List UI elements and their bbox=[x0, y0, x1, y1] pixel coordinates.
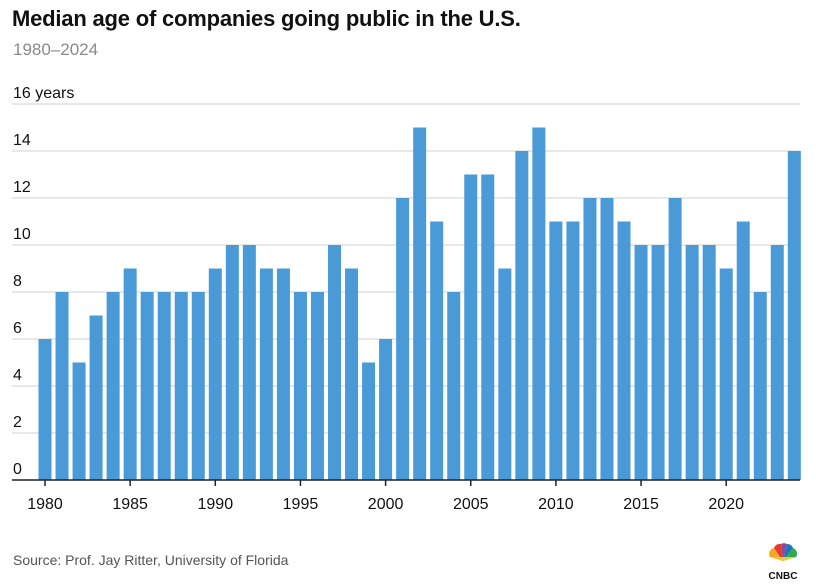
bar-1992 bbox=[242, 245, 256, 480]
bar-1982 bbox=[72, 362, 86, 480]
bar-2018 bbox=[685, 245, 699, 480]
y-tick-label: 16 years bbox=[13, 85, 74, 102]
bar-2023 bbox=[770, 245, 784, 480]
bar-1990 bbox=[208, 268, 222, 480]
y-axis-ticks: 16 years 0 2 4 6 8 10 12 14 bbox=[13, 85, 74, 478]
bar-2000 bbox=[379, 339, 393, 480]
y-tick-label: 10 bbox=[13, 226, 31, 243]
x-tick-label: 1985 bbox=[112, 496, 148, 513]
bar-1989 bbox=[191, 292, 205, 480]
y-tick-label: 0 bbox=[13, 461, 22, 478]
bar-2015 bbox=[634, 245, 648, 480]
bar-1983 bbox=[89, 315, 103, 480]
bar-1984 bbox=[106, 292, 120, 480]
chart-subtitle: 1980–2024 bbox=[13, 40, 99, 59]
x-tick-label: 1980 bbox=[27, 496, 63, 513]
bar-1987 bbox=[157, 292, 171, 480]
source-note: Source: Prof. Jay Ritter, University of … bbox=[13, 552, 289, 568]
x-tick-label: 2000 bbox=[368, 496, 404, 513]
bar-2005 bbox=[464, 174, 478, 480]
logo-text: CNBC bbox=[769, 571, 798, 581]
bars bbox=[38, 127, 801, 480]
bar-2012 bbox=[583, 198, 597, 480]
bar-2006 bbox=[481, 174, 495, 480]
bar-1993 bbox=[259, 268, 273, 480]
bar-1999 bbox=[362, 362, 376, 480]
bar-2014 bbox=[617, 221, 631, 480]
y-tick-label: 2 bbox=[13, 414, 22, 431]
y-tick-label: 14 bbox=[13, 132, 31, 149]
y-tick-label: 8 bbox=[13, 273, 22, 290]
bar-1981 bbox=[55, 292, 69, 480]
bar-2008 bbox=[515, 151, 529, 480]
x-tick-label: 2005 bbox=[453, 496, 489, 513]
x-tick-label: 2020 bbox=[708, 496, 744, 513]
bar-2019 bbox=[702, 245, 716, 480]
bar-2013 bbox=[600, 198, 614, 480]
bar-2024 bbox=[787, 151, 801, 480]
bar-1996 bbox=[310, 292, 324, 480]
bar-chart: 16 years 0 2 4 6 8 10 12 14 1980 1985 1990 1995 2000… bbox=[12, 85, 801, 513]
bar-2017 bbox=[668, 198, 682, 480]
bar-1994 bbox=[276, 268, 290, 480]
bar-2022 bbox=[753, 292, 767, 480]
x-tick-label: 1995 bbox=[283, 496, 319, 513]
bar-1997 bbox=[328, 245, 342, 480]
bar-1985 bbox=[123, 268, 137, 480]
bar-1995 bbox=[293, 292, 307, 480]
y-tick-label: 6 bbox=[13, 320, 22, 337]
x-tick-label: 2010 bbox=[538, 496, 574, 513]
bar-2001 bbox=[396, 198, 410, 480]
bar-1991 bbox=[225, 245, 239, 480]
chart-title: Median age of companies going public in … bbox=[12, 6, 521, 31]
bar-2009 bbox=[532, 127, 546, 480]
bar-2007 bbox=[498, 268, 512, 480]
bar-2021 bbox=[736, 221, 750, 480]
bar-2016 bbox=[651, 245, 665, 480]
x-tick-label: 2015 bbox=[623, 496, 659, 513]
bar-2020 bbox=[719, 268, 733, 480]
y-tick-label: 12 bbox=[13, 179, 31, 196]
x-tick-label: 1990 bbox=[198, 496, 234, 513]
bar-2002 bbox=[413, 127, 427, 480]
bar-2010 bbox=[549, 221, 563, 480]
x-axis-ticks: 1980 1985 1990 1995 2000 2005 2010 2015 2020 bbox=[27, 480, 744, 513]
bar-1988 bbox=[174, 292, 188, 480]
bar-1986 bbox=[140, 292, 154, 480]
y-tick-label: 4 bbox=[13, 367, 22, 384]
bar-1980 bbox=[38, 339, 52, 480]
bar-2011 bbox=[566, 221, 580, 480]
bar-2004 bbox=[447, 292, 461, 480]
bar-1998 bbox=[345, 268, 359, 480]
bar-2003 bbox=[430, 221, 444, 480]
cnbc-peacock-logo: CNBC bbox=[769, 543, 798, 581]
